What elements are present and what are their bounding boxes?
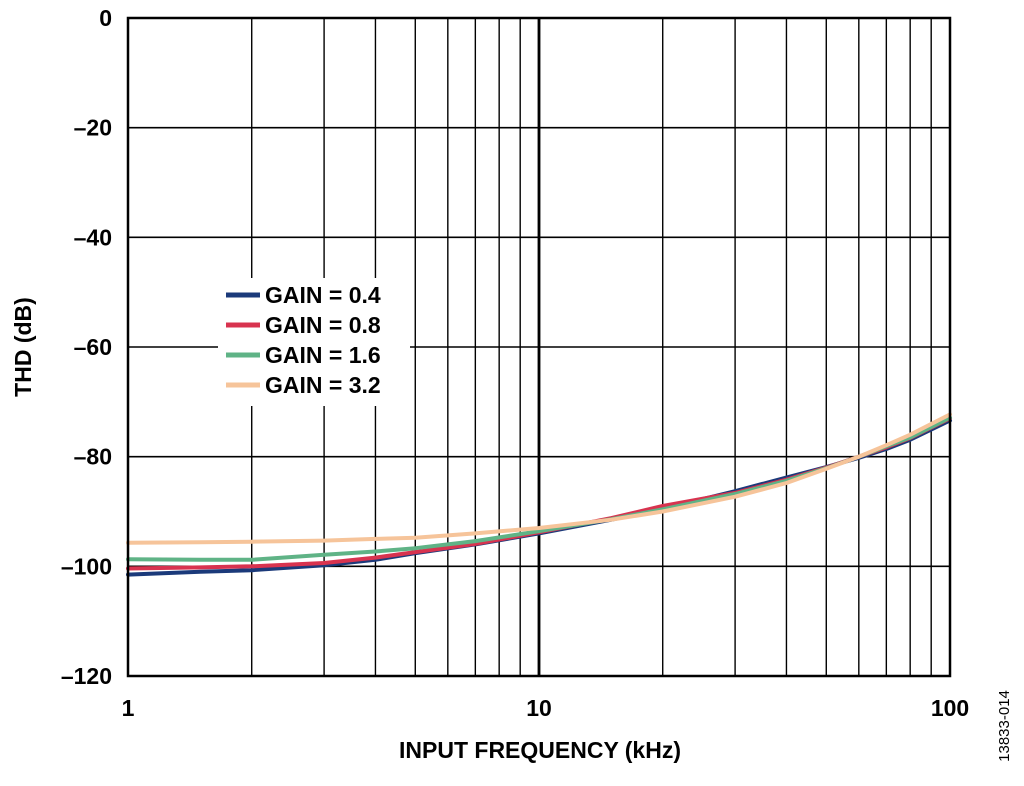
legend-label-3: GAIN = 3.2	[265, 372, 381, 398]
legend-label-2: GAIN = 1.6	[265, 342, 381, 368]
x-tick-labels: 1 10 100	[122, 695, 970, 721]
grid	[128, 18, 950, 676]
plot-border	[126, 16, 952, 678]
y-axis-label: THD (dB)	[10, 297, 36, 397]
x-tick-label: 1	[122, 695, 135, 721]
x-tick-label: 100	[931, 695, 969, 721]
y-tick-label: –100	[61, 553, 112, 579]
legend-label-1: GAIN = 0.8	[265, 312, 381, 338]
y-tick-label: –40	[74, 224, 112, 250]
x-axis-label: INPUT FREQUENCY (kHz)	[399, 737, 681, 763]
series-line-3	[126, 412, 952, 545]
y-tick-labels: 0 –20 –40 –60 –80 –100 –120	[61, 5, 112, 689]
y-tick-label: –60	[74, 334, 112, 360]
figure-id-label: 13833-014	[996, 690, 1013, 762]
y-tick-label: –120	[61, 663, 112, 689]
legend-label-0: GAIN = 0.4	[265, 282, 381, 308]
y-tick-label: 0	[99, 5, 112, 31]
legend: GAIN = 0.4 GAIN = 0.8 GAIN = 1.6 GAIN = 3.2	[218, 278, 410, 406]
y-tick-label: –20	[74, 115, 112, 141]
y-tick-label: –80	[74, 444, 112, 470]
x-tick-label: 10	[526, 695, 552, 721]
series-layer	[126, 412, 952, 577]
